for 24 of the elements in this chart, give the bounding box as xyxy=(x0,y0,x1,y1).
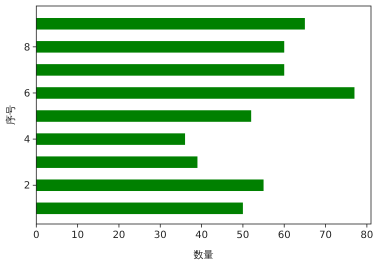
x-tick-label: 50 xyxy=(236,230,250,241)
y-tick-label: 6 xyxy=(24,88,30,100)
x-tick-label: 0 xyxy=(33,230,40,241)
x-tick-label: 80 xyxy=(360,230,374,241)
bar xyxy=(36,202,243,214)
y-tick-label: 2 xyxy=(24,180,30,192)
y-tick-label: 4 xyxy=(24,134,30,146)
bar xyxy=(36,133,186,145)
x-tick-label: 20 xyxy=(112,230,126,241)
y-tick-label: 8 xyxy=(24,42,30,54)
x-tick-label: 40 xyxy=(195,230,208,241)
bar xyxy=(36,18,305,30)
x-axis-title: 数量 xyxy=(194,250,214,261)
bar xyxy=(36,179,264,192)
x-tick-label: 70 xyxy=(319,230,332,241)
y-axis-title: 序号 xyxy=(5,105,17,125)
bar xyxy=(36,156,198,168)
bar xyxy=(36,110,252,122)
bar xyxy=(36,87,354,99)
bar xyxy=(36,41,284,53)
x-tick-label: 10 xyxy=(71,230,84,241)
bar xyxy=(36,64,284,76)
x-tick-label: 30 xyxy=(154,230,167,241)
x-tick-label: 60 xyxy=(278,230,291,241)
